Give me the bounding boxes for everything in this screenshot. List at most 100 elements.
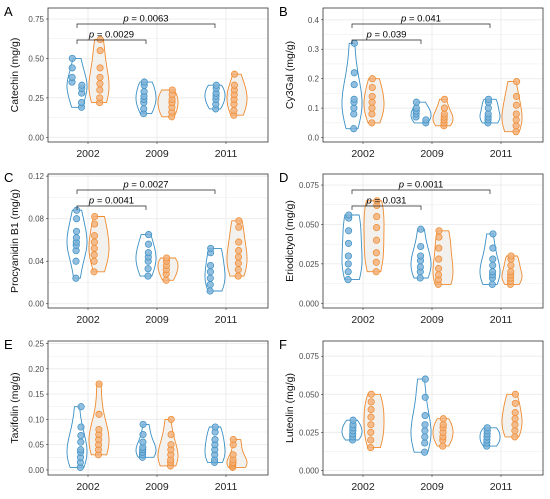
y-tick-label: 0.00 <box>28 133 44 142</box>
data-point <box>163 254 171 262</box>
p-value-label: p = 0.0063 <box>122 14 168 25</box>
data-point <box>421 393 429 401</box>
data-point <box>206 261 215 270</box>
data-point <box>435 227 443 235</box>
data-point <box>483 424 491 432</box>
data-point <box>230 70 239 78</box>
x-tick-label: 2009 <box>420 314 444 326</box>
data-point <box>206 274 214 282</box>
p-value-label: p = 0.0041 <box>88 196 134 207</box>
data-point <box>421 433 429 441</box>
data-point <box>344 239 353 247</box>
data-point <box>68 73 76 81</box>
data-point <box>367 436 375 444</box>
data-point <box>77 423 85 431</box>
p-value-label: p = 0.041 <box>400 14 441 25</box>
data-point <box>96 64 104 72</box>
p-value-label: p = 0.0027 <box>122 180 168 191</box>
y-tick-label: 0.05 <box>28 441 44 450</box>
data-point <box>90 232 99 240</box>
data-point <box>440 110 448 118</box>
data-point <box>421 375 429 383</box>
p-value-label: p = 0.039 <box>366 30 407 41</box>
data-point <box>344 252 352 260</box>
data-point <box>440 95 449 103</box>
data-point <box>511 427 519 435</box>
panel-letter: D <box>279 170 288 185</box>
y-tick-label: 0.50 <box>28 54 44 63</box>
data-point <box>350 110 358 118</box>
data-point <box>206 268 214 276</box>
data-point <box>212 81 220 89</box>
data-point <box>345 227 353 235</box>
y-tick-label: 0.20 <box>28 365 44 374</box>
data-point <box>507 261 515 269</box>
data-point <box>417 252 425 260</box>
data-point <box>368 83 376 92</box>
data-point <box>434 271 443 279</box>
data-point <box>95 380 103 388</box>
data-point <box>440 104 448 112</box>
data-point <box>484 95 493 103</box>
data-point <box>90 244 98 252</box>
data-point <box>439 421 447 429</box>
data-point <box>344 268 352 276</box>
x-tick-label: 2002 <box>76 148 100 160</box>
data-point <box>234 253 243 261</box>
significance-bracket: p = 0.0063 <box>76 14 216 28</box>
data-point <box>95 410 103 418</box>
x-tick-label: 2011 <box>490 481 513 493</box>
data-point <box>372 236 381 244</box>
data-point <box>90 238 98 246</box>
data-point <box>235 238 243 246</box>
data-point <box>439 442 447 450</box>
data-point <box>489 230 497 238</box>
significance-bracket: p = 0.039 <box>351 30 422 44</box>
data-point <box>368 98 376 106</box>
bracket-line <box>76 23 216 28</box>
data-point <box>350 125 358 133</box>
y-tick-label: 0.050 <box>299 220 320 229</box>
data-point <box>367 390 375 398</box>
y-tick-label: 0.12 <box>28 172 44 181</box>
plot-frame <box>322 173 544 309</box>
data-point <box>234 259 242 267</box>
data-point <box>96 86 104 94</box>
data-point <box>368 104 376 112</box>
data-point <box>507 268 515 276</box>
x-tick-label: 2002 <box>76 481 100 493</box>
panel-letter: E <box>4 337 13 352</box>
y-tick-label: 0.2 <box>308 75 320 84</box>
y-tick-label: 0.00 <box>28 300 44 309</box>
data-point <box>211 423 219 431</box>
data-point <box>372 249 380 257</box>
data-point <box>373 213 381 221</box>
y-tick-label: 0.15 <box>28 390 44 399</box>
data-point <box>234 266 242 274</box>
bracket-line <box>351 189 491 194</box>
plot-frame <box>47 340 269 476</box>
p-value-label: p = 0.0029 <box>88 30 134 41</box>
plot-frame <box>322 7 544 143</box>
grid <box>48 174 268 308</box>
data-point <box>484 104 492 112</box>
data-point <box>489 255 497 263</box>
data-point <box>350 81 358 89</box>
y-axis-label: Procyanidin B1 (mg/g) <box>9 189 21 293</box>
data-point <box>73 215 81 223</box>
data-point <box>512 122 520 130</box>
data-point <box>139 430 147 439</box>
data-point <box>367 413 375 421</box>
data-point <box>435 265 443 273</box>
data-point <box>234 272 242 280</box>
y-axis-label: Cy3Gal (mg/g) <box>284 41 296 109</box>
data-point <box>417 225 425 233</box>
data-point <box>235 223 243 231</box>
data-point <box>367 398 375 406</box>
data-point <box>421 439 429 447</box>
panel-e: E 0.00 0.05 0.10 0.15 0.20 0.25 2002 2009 2011 Tax… <box>4 337 269 493</box>
y-tick-label: 0.25 <box>28 94 44 103</box>
data-point <box>144 272 152 280</box>
data-point <box>144 240 153 248</box>
data-point <box>349 416 357 424</box>
